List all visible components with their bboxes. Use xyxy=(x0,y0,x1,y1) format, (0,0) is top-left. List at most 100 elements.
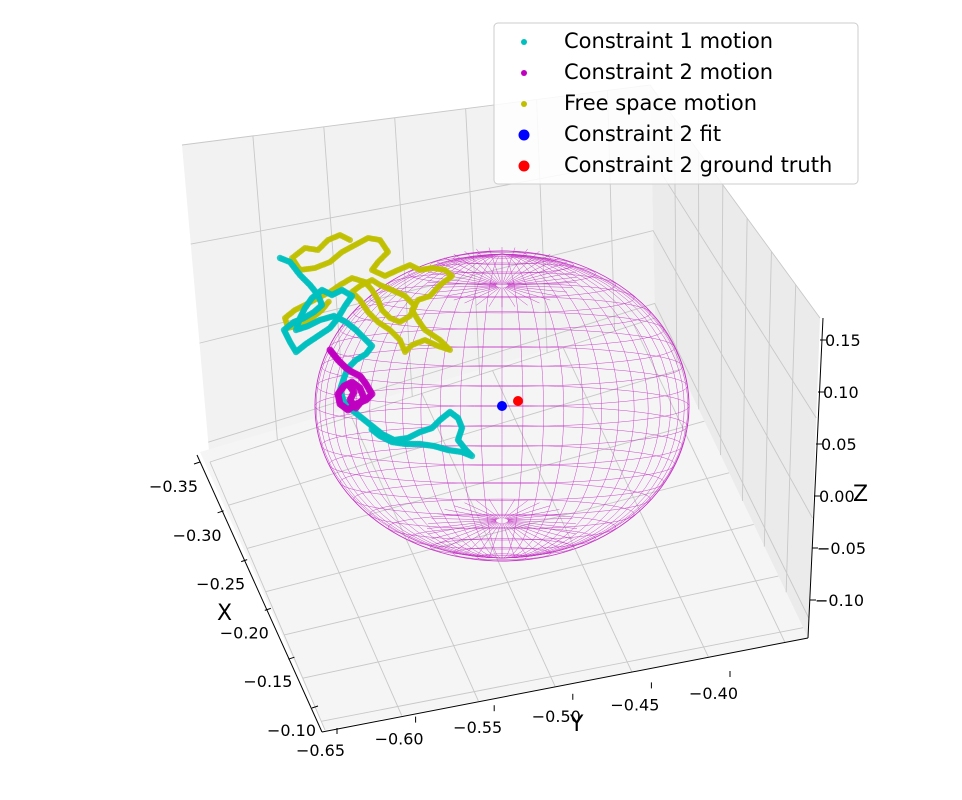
sphere-pole-spoke xyxy=(453,522,499,552)
z-tick-label: −0.10 xyxy=(815,591,864,610)
constraint-1-motion-point xyxy=(368,426,375,433)
sphere-pole-spoke xyxy=(507,513,567,520)
sphere-meridian xyxy=(319,253,503,559)
legend-label-ground-truth: Constraint 2 ground truth xyxy=(564,153,832,177)
legend-marker-constraint-1 xyxy=(521,39,527,45)
sphere-pole-spoke xyxy=(503,522,528,558)
grid-line xyxy=(492,370,633,672)
sphere-pole-spoke xyxy=(431,521,497,540)
sphere-pole-spoke xyxy=(506,286,560,297)
grid-line xyxy=(465,108,481,375)
x-tick-label: −0.10 xyxy=(267,721,316,740)
sphere-pole-spoke xyxy=(431,285,497,288)
sphere-pole-spoke xyxy=(507,520,576,524)
sphere-meridian xyxy=(501,253,602,559)
sphere-pole-spoke xyxy=(453,253,499,284)
sphere-pole-spoke xyxy=(507,282,576,286)
sphere-pole-spoke xyxy=(502,499,516,519)
grid-line xyxy=(252,135,278,441)
sphere-meridian xyxy=(501,253,619,559)
sphere-pole-spoke xyxy=(444,257,498,284)
sphere-pole-spoke xyxy=(464,286,500,304)
x-tick-mark xyxy=(193,461,201,465)
sphere-meridian xyxy=(439,253,503,559)
grid-line xyxy=(350,416,479,701)
y-tick-label: −0.45 xyxy=(610,695,659,714)
x-tick-label: −0.15 xyxy=(243,672,292,691)
sphere-pole-spoke xyxy=(505,253,551,284)
sphere-pole-spoke xyxy=(436,261,497,285)
grid-line xyxy=(741,218,748,501)
grid-line xyxy=(209,317,656,463)
sphere-pole-spoke xyxy=(444,286,498,297)
constraint-2-fit-sphere xyxy=(314,247,690,562)
x-axis-label: X xyxy=(217,601,232,626)
sphere-meridian xyxy=(501,253,524,559)
y-axis-line xyxy=(321,637,809,733)
sphere-pole-spoke xyxy=(431,518,497,521)
sphere-pole-spoke xyxy=(507,520,576,535)
sphere-pole-spoke xyxy=(453,286,499,301)
sphere-pole-spoke xyxy=(476,287,501,306)
sphere-meridian xyxy=(460,253,503,559)
sphere-meridian xyxy=(501,253,679,559)
x-tick-group: −0.35 −0.30 −0.25 −0.20 −0.15 −0.10 xyxy=(149,461,319,740)
sphere-meridian xyxy=(501,253,671,559)
constraint-2-motion-point xyxy=(345,382,353,390)
sphere-pole-spoke xyxy=(503,500,528,519)
sphere-pole-spoke xyxy=(507,521,573,540)
sphere-pole-spoke xyxy=(506,522,560,549)
sphere-pole-spoke xyxy=(507,286,567,293)
sphere-pole-spoke xyxy=(428,520,497,524)
z-tick-label: 0.05 xyxy=(821,435,857,454)
sphere-pole-spoke xyxy=(426,520,497,529)
series-constraint-2-motion xyxy=(326,346,376,414)
point-constraint-2-ground-truth xyxy=(513,396,523,406)
sphere-pole-spoke xyxy=(505,522,551,552)
y-tick-label: −0.50 xyxy=(532,707,581,726)
y-tick-label: −0.55 xyxy=(453,718,502,737)
legend-marker-fit xyxy=(518,129,530,141)
y-tick-group: −0.65 −0.60 −0.55 −0.50 −0.45 −0.40 xyxy=(296,671,738,760)
x-tick-label: −0.25 xyxy=(196,575,245,594)
grid-line xyxy=(208,302,810,619)
z-tick-label: 0.10 xyxy=(823,383,859,402)
sphere-meridian xyxy=(501,253,565,559)
grid-line xyxy=(302,575,779,679)
free-space-motion-point xyxy=(325,298,332,305)
sphere-pole-spoke xyxy=(504,286,540,304)
x-tick-mark xyxy=(311,705,319,709)
sphere-meridian xyxy=(501,253,649,559)
sphere-pole-spoke xyxy=(502,522,516,559)
sphere-pole-spoke xyxy=(488,499,502,519)
legend-label-fit: Constraint 2 fit xyxy=(564,122,721,146)
grid-line xyxy=(323,126,346,419)
sphere-pole-spoke xyxy=(453,505,499,520)
z-tick-label: 0.15 xyxy=(825,331,861,350)
x-tick-mark xyxy=(288,656,295,660)
sphere-pole-spoke xyxy=(504,502,540,519)
legend-marker-constraint-2 xyxy=(521,70,527,76)
sphere-meridian xyxy=(333,253,503,559)
x-tick-mark xyxy=(241,559,248,563)
sphere-pole-spoke xyxy=(437,286,497,293)
sphere-pole-spoke xyxy=(476,248,501,283)
sphere-pole-spoke xyxy=(502,287,516,307)
floor-pane xyxy=(200,318,808,730)
sphere-pole-spoke xyxy=(507,276,578,286)
sphere-pole-spoke xyxy=(505,286,551,301)
sphere-pole-spoke xyxy=(507,285,573,288)
grid-line xyxy=(633,324,786,643)
sphere-pole-spoke xyxy=(507,266,573,285)
sphere-meridian xyxy=(480,253,503,559)
legend: Constraint 1 motion Constraint 2 motion … xyxy=(493,22,859,185)
series-free-space-motion xyxy=(282,232,455,355)
grid-line xyxy=(228,369,680,506)
grid-line xyxy=(199,230,813,519)
z-tick-label: 0.00 xyxy=(819,487,855,506)
sphere-meridian xyxy=(501,253,689,559)
legend-label-constraint-2: Constraint 2 motion xyxy=(564,60,773,84)
x-tick-label: −0.30 xyxy=(173,526,222,545)
sphere-pole-spoke xyxy=(444,522,498,549)
